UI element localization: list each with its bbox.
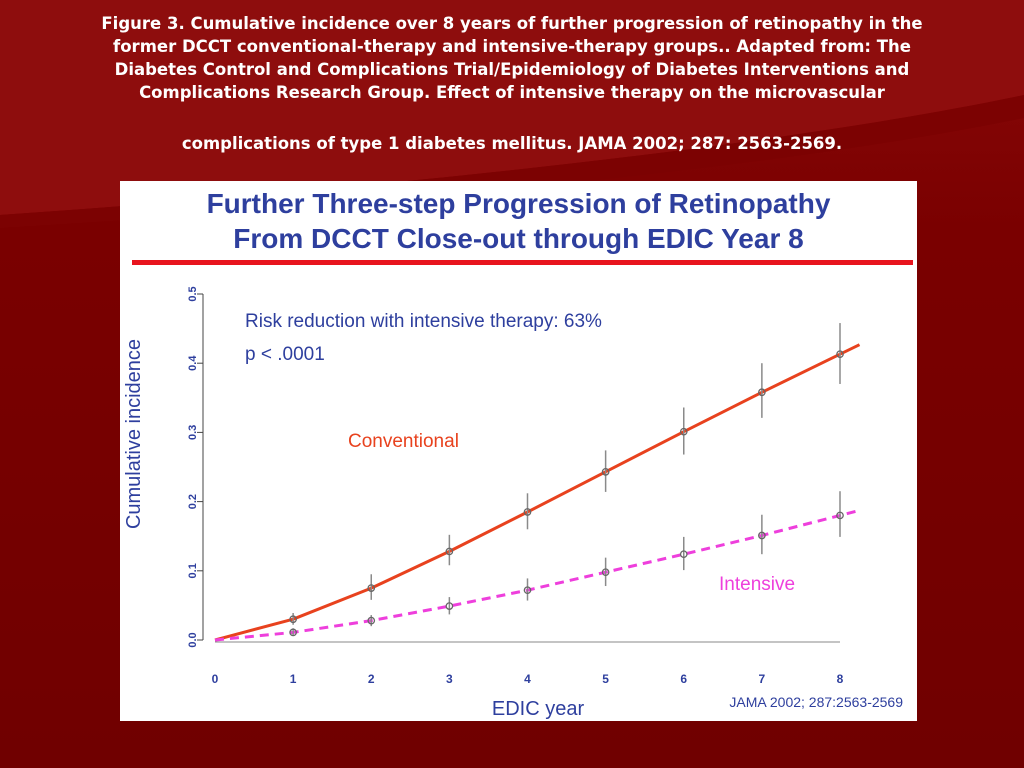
conventional-series-line xyxy=(214,343,861,642)
conventional-data-point xyxy=(601,467,610,476)
risk-reduction-annotation: Risk reduction with intensive therapy: 6… xyxy=(245,311,602,332)
intensive-data-point xyxy=(289,628,297,637)
conventional-data-point xyxy=(367,584,376,592)
x-tick-label: 3 xyxy=(446,672,453,686)
conventional-data-point xyxy=(289,615,297,624)
intensive-data-point xyxy=(679,550,688,559)
x-tick-label: 2 xyxy=(368,672,375,686)
y-tick-label: 0.2 xyxy=(187,494,199,509)
intensive-data-point xyxy=(367,616,376,625)
y-tick-label: 0.3 xyxy=(187,425,199,440)
caption-line-2: former DCCT conventional-therapy and int… xyxy=(113,37,911,56)
x-tick-label: 1 xyxy=(290,672,297,686)
title-underline-rule xyxy=(132,260,913,265)
conventional-data-point xyxy=(523,508,532,516)
conventional-data-point xyxy=(758,388,766,397)
y-tick-label: 0.4 xyxy=(187,355,199,371)
conventional-data-point xyxy=(679,427,688,436)
caption-line-3: Diabetes Control and Complications Trial… xyxy=(114,60,910,79)
x-tick-label: 6 xyxy=(680,672,687,686)
x-tick-label: 8 xyxy=(837,672,844,686)
source-citation: JAMA 2002; 287:2563-2569 xyxy=(729,694,903,710)
chart-title-line-2: From DCCT Close-out through EDIC Year 8 xyxy=(233,223,804,254)
intensive-data-point xyxy=(445,602,454,610)
y-axis-label: Cumulative incidence xyxy=(123,339,145,529)
chart-title: Further Three-step Progression of Retino… xyxy=(120,186,917,256)
chart-panel: Further Three-step Progression of Retino… xyxy=(120,181,917,721)
caption-gap xyxy=(0,104,1024,132)
intensive-data-point xyxy=(758,531,766,540)
intensive-series-label: Intensive xyxy=(719,574,795,595)
x-tick-label: 7 xyxy=(759,672,766,686)
intensive-data-point xyxy=(523,586,532,595)
p-value-annotation: p < .0001 xyxy=(245,344,325,365)
x-tick-label: 0 xyxy=(212,672,219,686)
chart-title-line-1: Further Three-step Progression of Retino… xyxy=(206,188,831,219)
y-tick-label: 0.5 xyxy=(187,286,199,301)
conventional-data-point xyxy=(836,350,844,359)
y-tick-label: 0.1 xyxy=(187,563,199,578)
intensive-data-point xyxy=(601,568,610,577)
x-tick-label: 4 xyxy=(524,672,531,686)
chart-plot: 0.0 0.1 0.2 0.3 0.4 0.5 0 1 2 3 4 5 6 7 8 Risk reducti… xyxy=(123,286,903,720)
series-layer xyxy=(214,323,861,642)
x-axis-label: EDIC year xyxy=(492,698,585,720)
conventional-data-point xyxy=(445,547,454,556)
caption-line-4: Complications Research Group. Effect of … xyxy=(139,83,885,102)
y-tick-label: 0.0 xyxy=(187,632,199,647)
caption-line-5: complications of type 1 diabetes mellitu… xyxy=(181,134,843,153)
figure-caption: Figure 3. Cumulative incidence over 8 ye… xyxy=(0,12,1024,155)
x-tick-label: 5 xyxy=(602,672,609,686)
axes: 0.0 0.1 0.2 0.3 0.4 0.5 0 1 2 3 4 5 6 7 8 xyxy=(187,286,844,686)
conventional-series-label: Conventional xyxy=(348,431,459,452)
intensive-data-point xyxy=(836,511,844,520)
caption-line-1: Figure 3. Cumulative incidence over 8 ye… xyxy=(101,14,923,33)
